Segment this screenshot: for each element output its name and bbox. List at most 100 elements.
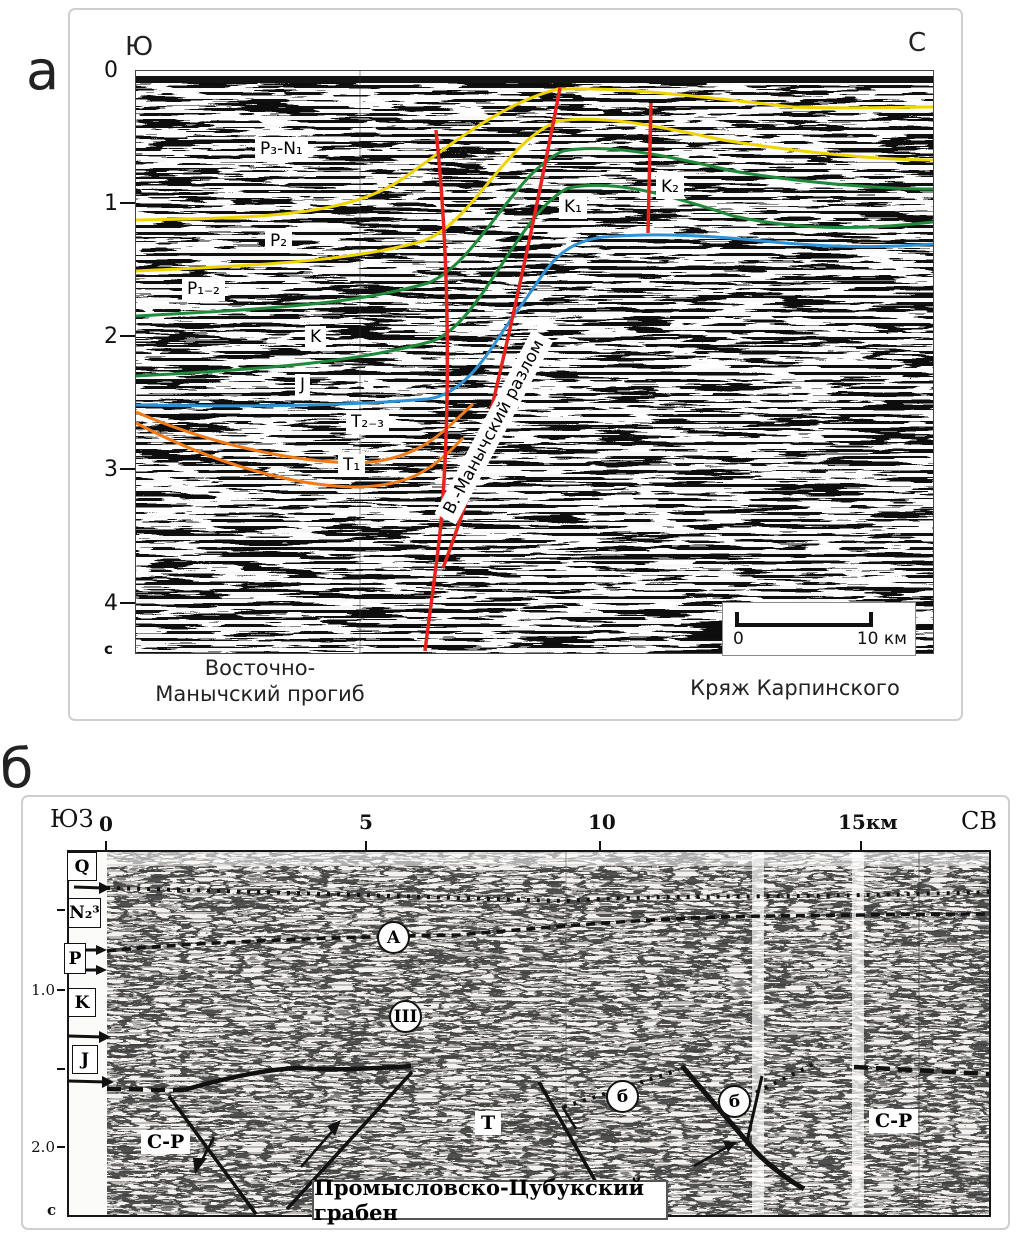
strat-arrow-head: [96, 945, 107, 955]
direction-label-north: С: [908, 28, 927, 58]
region-label-trough-line1: Восточно-: [204, 656, 316, 680]
direction-label-southwest: ЮЗ: [50, 805, 94, 833]
horizon-dashed-j-base-left: [106, 1086, 185, 1093]
seismic-b-overlay: [69, 852, 989, 1215]
fault-arrow-4-head: [723, 1141, 737, 1152]
fault-arrow-4-shaft: [693, 1144, 730, 1168]
strat-arrow-head: [102, 1076, 114, 1088]
circled-label-b2: б: [718, 1085, 751, 1118]
blank-stripe: [752, 852, 764, 1215]
direction-label-south: Ю: [125, 32, 154, 62]
km-tick-mark: [860, 841, 862, 850]
km-tick-15: 15км: [838, 810, 898, 834]
time-tick-mark: [120, 602, 135, 604]
time-unit-label: с: [104, 640, 113, 658]
fault-arrow-2-head: [327, 1120, 341, 1136]
horizon-label-t23: T₂₋₃: [346, 411, 389, 434]
circled-label-a: А: [377, 921, 410, 954]
direction-label-northeast: СВ: [961, 807, 997, 835]
seismic-b-top-band: [69, 852, 989, 866]
horizon-label-t1: T₁: [338, 454, 366, 477]
time-tick-mark-b: [57, 909, 65, 911]
time-unit-label-b: с: [47, 1201, 57, 1219]
blank-stripe: [852, 852, 864, 1215]
time-tick-4: 4: [104, 591, 118, 616]
strat-label-p: P: [64, 943, 86, 974]
unit-label-t: Т: [475, 1111, 502, 1135]
time-tick-mark-b: [57, 1068, 65, 1070]
scale-bar-line: [735, 623, 873, 627]
km-tick-mark: [599, 841, 601, 850]
time-tick-0: 0: [104, 58, 118, 83]
seismic-a-top-gap: [136, 71, 933, 76]
horizon-label-p12: P₁₋₂: [182, 278, 225, 301]
graben-fault-3b: [560, 1105, 578, 1130]
fault-label-k2: K₂: [656, 176, 684, 199]
horizon-green-lower: [136, 183, 933, 378]
strat-label-j: J: [72, 1045, 98, 1074]
horizon-label-j: J: [295, 374, 311, 397]
fault-label-k1: K₁: [559, 196, 587, 219]
horizon-yellow-lower: [136, 117, 933, 273]
time-tick-2: 2: [104, 324, 118, 349]
horizon-dashed-j-base-right: [853, 1064, 989, 1077]
fault-arrow-2-shaft: [300, 1127, 336, 1168]
strat-arrow-shaft: [69, 1034, 104, 1039]
strat-arrow-head: [96, 965, 107, 975]
horizon-blue-jurassic: [136, 233, 933, 408]
panel-a-letter: а: [26, 39, 60, 102]
horizon-solid-j-base: [183, 1063, 412, 1093]
km-tick-5: 5: [359, 810, 373, 834]
region-label-trough: Восточно- Манычский прогиб: [125, 655, 395, 708]
horizon-label-k: K: [305, 326, 327, 349]
horizon-orange-lower: [136, 421, 465, 489]
time-tick-2s: 2.0: [31, 1138, 55, 1156]
graben-name-label: Промысловско-Цубукский грабен: [312, 1175, 668, 1225]
strat-label-q: Q: [67, 852, 97, 881]
seismic-section-a: [135, 70, 934, 654]
time-tick-mark: [120, 335, 135, 337]
graben-fault-2: [285, 1070, 414, 1211]
seismic-b-noise: [69, 852, 989, 1215]
seismic-a-top-band: [136, 76, 933, 83]
scale-bar: 0 10 км: [722, 602, 916, 656]
strat-label-n23: N₂³: [68, 898, 101, 928]
scale-end-label: 10 км: [856, 629, 907, 649]
circled-label-b1: б: [606, 1080, 639, 1113]
time-tick-1s: 1.0: [31, 981, 55, 999]
panel-b-frame: ЮЗ СВ 0 5 10 15км 1.0 2.0 с: [21, 795, 1010, 1230]
panel-b-letter: б: [0, 737, 34, 800]
scale-start-label: 0: [733, 629, 744, 649]
horizon-green-upper: [136, 146, 933, 318]
time-tick-mark: [120, 468, 135, 470]
scale-bar-end-right: [869, 612, 873, 627]
time-tick-mark-b: [57, 989, 65, 991]
unit-label-cp-right: C-P: [869, 1109, 919, 1133]
km-tick-10: 10: [588, 810, 616, 834]
fault-line-right: [646, 102, 653, 234]
circled-label-iii: III: [389, 1000, 422, 1033]
time-tick-3: 3: [104, 457, 118, 482]
km-tick-mark: [105, 841, 107, 850]
graben-fault-3: [537, 1081, 599, 1185]
graben-fault-4: [680, 1064, 806, 1192]
region-label-karpinsky: Кряж Карпинского: [690, 676, 900, 700]
fault-arrow-1-head: [193, 1158, 207, 1174]
fault-line-manych: [441, 87, 562, 569]
horizon-label-p2: P₂: [265, 230, 293, 253]
km-tick-mark: [365, 841, 367, 850]
graben-fault-1: [167, 1094, 258, 1215]
scale-bar-end-left: [735, 612, 739, 627]
strat-arrow-shaft: [73, 885, 104, 890]
strat-arrow-shaft: [69, 1079, 107, 1084]
panel-a-frame: Ю С 0 1 2 3 4 с: [68, 8, 963, 721]
fault-line-left: [423, 129, 450, 652]
strat-label-k: K: [68, 988, 96, 1017]
unit-label-cp-left: C-P: [141, 1130, 191, 1154]
time-tick-mark-b: [57, 1146, 65, 1148]
seismic-section-b: [67, 850, 991, 1217]
strat-arrow-head: [99, 1031, 111, 1043]
horizon-yellow-upper: [136, 87, 933, 222]
horizon-label-p3n1: P₃-N₁: [255, 138, 308, 161]
